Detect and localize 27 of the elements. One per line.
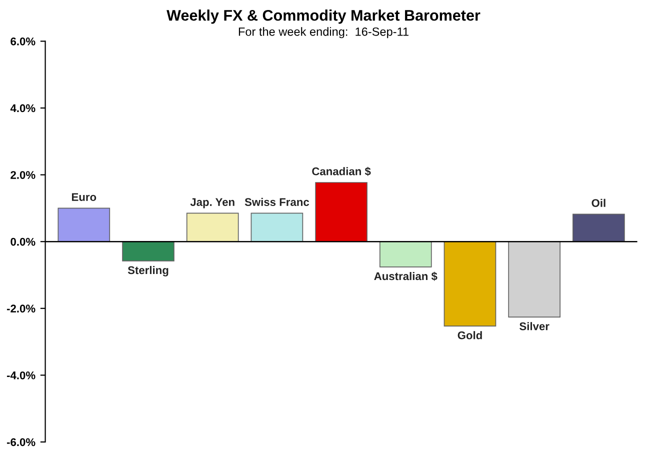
bar xyxy=(315,182,368,242)
bar xyxy=(186,212,239,242)
x-tick-label: Silver xyxy=(520,322,550,330)
x-tick-label: Australian $ xyxy=(374,272,438,281)
bar xyxy=(58,208,110,242)
y-tick-label: 2.0% xyxy=(10,171,36,179)
x-tick-label: Euro xyxy=(72,193,96,201)
y-tick-label: -4.0% xyxy=(6,371,36,380)
bar xyxy=(444,241,496,327)
y-tick-label: -6.0% xyxy=(6,438,36,446)
bar xyxy=(379,241,432,268)
y-tick-label: -2.0% xyxy=(6,304,36,313)
x-tick-label: Canadian $ xyxy=(312,166,371,176)
y-tick-label: 6.0% xyxy=(10,37,36,46)
bar xyxy=(572,214,625,242)
y-tick-label: 0.0% xyxy=(10,238,36,246)
chart-title: Weekly FX & Commodity Market Barometer xyxy=(166,10,480,24)
x-tick-label: Gold xyxy=(458,331,482,340)
bar xyxy=(508,241,560,318)
x-tick-label: Sterling xyxy=(128,266,168,276)
x-tick-label: Oil xyxy=(592,198,606,208)
x-tick-label: Swiss Franc xyxy=(244,198,310,206)
bar xyxy=(250,212,304,242)
y-tick-label: 4.0% xyxy=(10,104,36,112)
chart-subtitle: For the week ending: 16-Sep-11 xyxy=(238,27,408,38)
x-tick-label: Jap. Yen xyxy=(190,198,234,208)
bar xyxy=(122,241,174,262)
